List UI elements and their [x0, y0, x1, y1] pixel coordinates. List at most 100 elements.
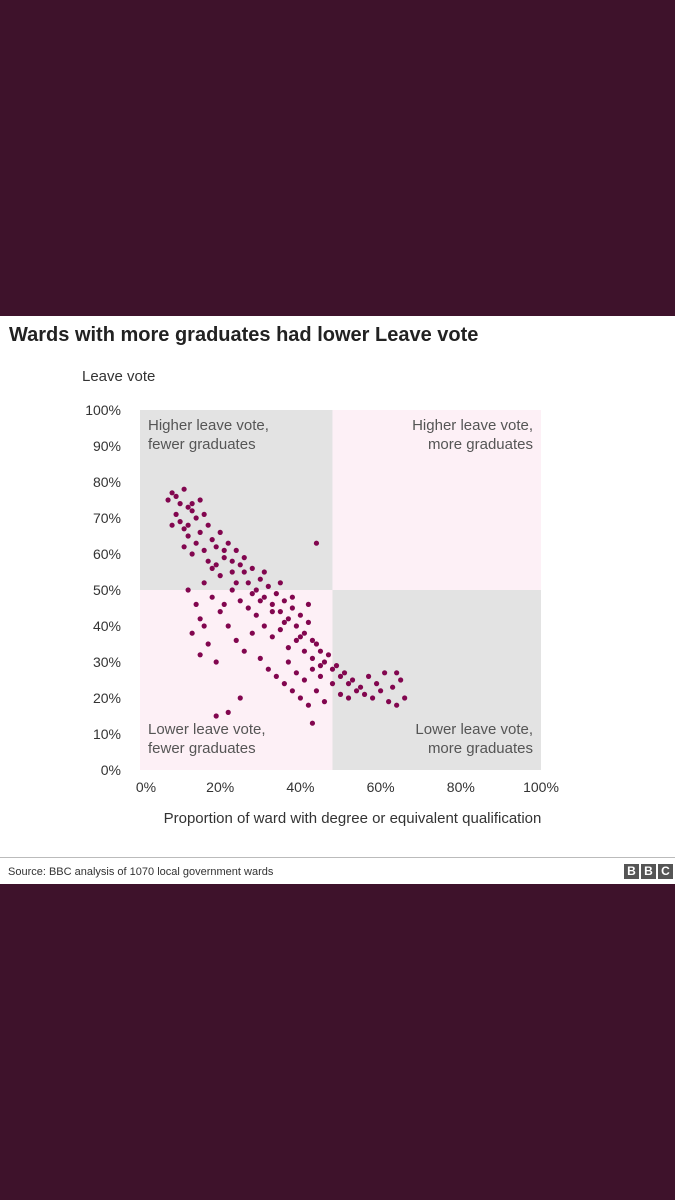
y-tick-label: 0%	[101, 762, 121, 778]
data-point	[193, 601, 199, 607]
data-point	[225, 540, 231, 546]
data-point	[369, 695, 376, 701]
data-point	[217, 529, 223, 535]
quadrant-bottom-left	[140, 590, 333, 770]
data-point	[261, 569, 267, 575]
data-point	[341, 670, 348, 676]
quadrant-label: Lower leave vote, fewer graduates	[148, 721, 266, 757]
data-point	[229, 569, 235, 575]
data-point	[293, 670, 299, 676]
data-point	[189, 551, 195, 557]
data-point	[321, 699, 328, 705]
x-tick-label: 20%	[206, 779, 234, 795]
data-point	[313, 688, 320, 694]
quadrant-label-line: fewer graduates	[148, 436, 256, 453]
data-point	[269, 601, 275, 607]
source-note: Source: BBC analysis of 1070 local gover…	[8, 866, 274, 878]
data-point	[229, 558, 235, 564]
data-point	[237, 562, 243, 568]
chart-card: Wards with more graduates had lower Leav…	[0, 316, 675, 884]
data-point	[265, 666, 271, 672]
data-point	[245, 605, 251, 611]
bbc-logo: B B C	[624, 864, 673, 879]
data-point	[297, 634, 303, 640]
data-point	[301, 648, 308, 654]
data-point	[297, 695, 303, 701]
data-point	[221, 547, 227, 553]
x-tick-label: 60%	[367, 779, 395, 795]
data-point	[309, 720, 316, 726]
data-point	[197, 529, 203, 535]
data-point	[329, 666, 336, 672]
y-tick-label: 60%	[93, 546, 121, 562]
data-point	[277, 627, 283, 633]
data-point	[201, 580, 207, 586]
data-point	[305, 702, 312, 708]
data-point	[305, 601, 312, 607]
data-point	[177, 501, 183, 507]
data-point	[205, 641, 211, 647]
data-point	[165, 497, 171, 503]
data-point	[237, 598, 243, 604]
quadrant-bottom-right	[332, 590, 541, 770]
data-point	[285, 645, 291, 651]
data-point	[269, 609, 275, 615]
x-tick-label: 40%	[286, 779, 314, 795]
data-point	[225, 623, 231, 629]
data-point	[297, 612, 303, 618]
data-point	[177, 519, 183, 525]
data-point	[333, 663, 340, 669]
data-point	[269, 634, 275, 640]
x-axis-label: Proportion of ward with degree or equiva…	[163, 810, 542, 827]
data-point	[317, 648, 324, 654]
data-point	[201, 511, 207, 517]
y-tick-label: 70%	[93, 510, 121, 526]
data-point	[261, 623, 267, 629]
data-point	[277, 580, 283, 586]
quadrant-top-left	[140, 410, 333, 590]
data-point	[365, 673, 372, 679]
data-point	[281, 619, 287, 625]
data-point	[181, 486, 187, 492]
data-point	[253, 587, 259, 593]
data-point	[293, 623, 299, 629]
data-point	[213, 659, 219, 665]
data-point	[169, 490, 175, 496]
x-tick-label: 100%	[523, 779, 559, 795]
data-point	[313, 540, 320, 546]
data-point	[197, 497, 203, 503]
data-point	[277, 609, 283, 615]
data-point	[301, 630, 308, 636]
data-point	[241, 555, 247, 561]
data-point	[398, 677, 404, 683]
data-point	[317, 663, 324, 669]
logo-letter: B	[624, 864, 639, 879]
data-point	[313, 641, 320, 647]
y-tick-label: 50%	[93, 582, 121, 598]
y-tick-label: 40%	[93, 618, 121, 634]
data-point	[281, 598, 287, 604]
data-point	[293, 637, 299, 643]
data-point	[185, 533, 191, 539]
data-point	[173, 493, 179, 499]
data-point	[337, 691, 344, 697]
data-point	[317, 673, 324, 679]
data-point	[249, 630, 255, 636]
logo-letter: C	[658, 864, 673, 879]
data-point	[173, 511, 179, 517]
data-point	[301, 677, 308, 683]
data-point	[329, 681, 336, 687]
data-point	[249, 591, 255, 597]
data-point	[185, 587, 191, 593]
data-point	[273, 673, 279, 679]
data-point	[349, 677, 356, 683]
data-point	[213, 544, 219, 550]
data-point	[249, 565, 255, 571]
data-point	[394, 702, 400, 708]
data-point	[386, 699, 392, 705]
data-point	[289, 594, 295, 600]
data-point	[217, 609, 223, 615]
quadrant-label: Higher leave vote, more graduates	[412, 417, 533, 453]
data-point	[285, 616, 291, 622]
data-point	[382, 670, 388, 676]
